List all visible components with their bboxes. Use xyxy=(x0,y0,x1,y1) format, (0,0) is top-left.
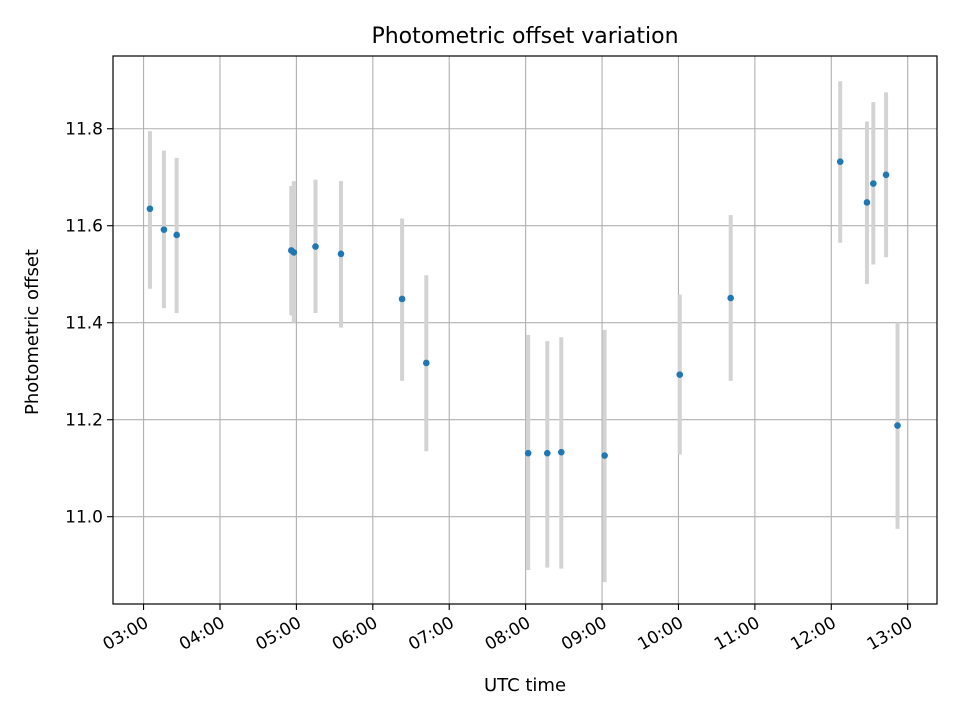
y-axis-label: Photometric offset xyxy=(22,249,43,415)
data-point xyxy=(836,158,844,166)
data-point xyxy=(676,371,684,378)
chart-title: Photometric offset variation xyxy=(371,24,678,49)
y-tick-label: 11.4 xyxy=(65,314,103,334)
y-tick-label: 11.2 xyxy=(65,411,103,431)
data-point xyxy=(146,205,154,213)
y-tick-label: 11.0 xyxy=(65,508,103,528)
plot-frame xyxy=(112,55,938,605)
data-point xyxy=(543,449,551,457)
data-point xyxy=(337,250,345,258)
y-tick-label: 11.8 xyxy=(65,120,103,140)
data-point xyxy=(863,199,871,206)
grid-lines xyxy=(113,56,937,604)
data-point xyxy=(524,449,532,457)
data-point xyxy=(173,231,180,239)
y-tick-label: 11.6 xyxy=(65,217,103,237)
data-point xyxy=(398,295,406,303)
data-point xyxy=(557,448,565,456)
x-axis-label: UTC time xyxy=(484,675,566,696)
data-point xyxy=(870,180,877,187)
data-point xyxy=(312,243,319,250)
data-points xyxy=(146,158,901,459)
data-point xyxy=(290,249,298,256)
y-axis-ticks: 11.0 11.2 11.4 11.6 11.8 xyxy=(65,120,113,528)
data-point xyxy=(727,294,734,302)
data-point xyxy=(422,359,430,367)
data-point xyxy=(894,422,901,429)
data-point xyxy=(882,171,890,179)
data-point xyxy=(160,226,168,233)
data-point xyxy=(601,452,608,459)
